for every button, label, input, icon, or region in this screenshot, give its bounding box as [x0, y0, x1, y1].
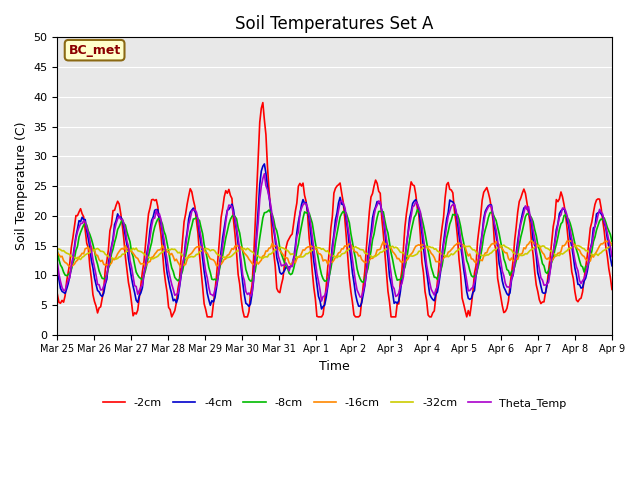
-8cm — [413, 207, 421, 213]
-4cm — [608, 263, 616, 269]
-4cm — [219, 235, 227, 240]
-4cm — [54, 271, 61, 276]
Line: -8cm: -8cm — [58, 210, 612, 282]
-16cm — [568, 237, 575, 243]
-16cm — [608, 241, 616, 247]
Y-axis label: Soil Temperature (C): Soil Temperature (C) — [15, 122, 28, 250]
-32cm — [123, 248, 131, 254]
-2cm — [259, 100, 267, 106]
-4cm — [580, 278, 588, 284]
Theta_Temp — [122, 228, 129, 233]
-16cm — [580, 253, 588, 259]
-32cm — [220, 254, 228, 260]
-16cm — [177, 265, 185, 271]
-32cm — [608, 242, 616, 248]
-4cm — [246, 301, 254, 307]
-2cm — [239, 308, 246, 313]
Theta_Temp — [54, 260, 61, 266]
Theta_Temp — [580, 276, 588, 281]
-2cm — [122, 254, 129, 260]
Theta_Temp — [317, 298, 325, 304]
Line: -16cm: -16cm — [58, 240, 612, 268]
-2cm — [168, 314, 175, 320]
-16cm — [248, 261, 256, 266]
-2cm — [54, 291, 61, 297]
-32cm — [239, 245, 246, 251]
Theta_Temp — [237, 259, 245, 264]
-16cm — [220, 256, 228, 262]
Legend: -2cm, -4cm, -8cm, -16cm, -32cm, Theta_Temp: -2cm, -4cm, -8cm, -16cm, -32cm, Theta_Te… — [98, 394, 571, 414]
-2cm — [608, 287, 616, 292]
-2cm — [248, 282, 256, 288]
-32cm — [54, 247, 61, 252]
-32cm — [500, 242, 508, 248]
X-axis label: Time: Time — [319, 360, 350, 373]
-2cm — [299, 180, 307, 186]
-8cm — [219, 252, 227, 258]
-32cm — [298, 254, 305, 260]
-8cm — [296, 231, 304, 237]
Theta_Temp — [260, 171, 268, 177]
Theta_Temp — [246, 294, 254, 300]
-16cm — [239, 247, 246, 253]
-8cm — [246, 278, 254, 284]
Line: -32cm: -32cm — [58, 245, 612, 260]
-16cm — [122, 243, 129, 249]
Theta_Temp — [219, 242, 227, 248]
-8cm — [237, 240, 245, 246]
-4cm — [237, 266, 245, 272]
Theta_Temp — [608, 253, 616, 259]
-4cm — [317, 306, 325, 312]
-32cm — [248, 249, 256, 255]
Line: Theta_Temp: Theta_Temp — [58, 174, 612, 301]
-4cm — [260, 161, 268, 167]
Line: -2cm: -2cm — [58, 103, 612, 317]
Theta_Temp — [298, 205, 305, 211]
-32cm — [580, 246, 588, 252]
-2cm — [220, 194, 228, 200]
-32cm — [77, 257, 84, 263]
-16cm — [298, 251, 305, 256]
-8cm — [580, 269, 588, 275]
-4cm — [298, 202, 305, 208]
-8cm — [608, 239, 616, 244]
-16cm — [54, 250, 61, 255]
-4cm — [122, 233, 129, 239]
Title: Soil Temperatures Set A: Soil Temperatures Set A — [236, 15, 434, 33]
-2cm — [580, 276, 588, 282]
Line: -4cm: -4cm — [58, 164, 612, 309]
-8cm — [122, 222, 129, 228]
-8cm — [54, 248, 61, 254]
-8cm — [360, 279, 367, 285]
Text: BC_met: BC_met — [68, 44, 121, 57]
